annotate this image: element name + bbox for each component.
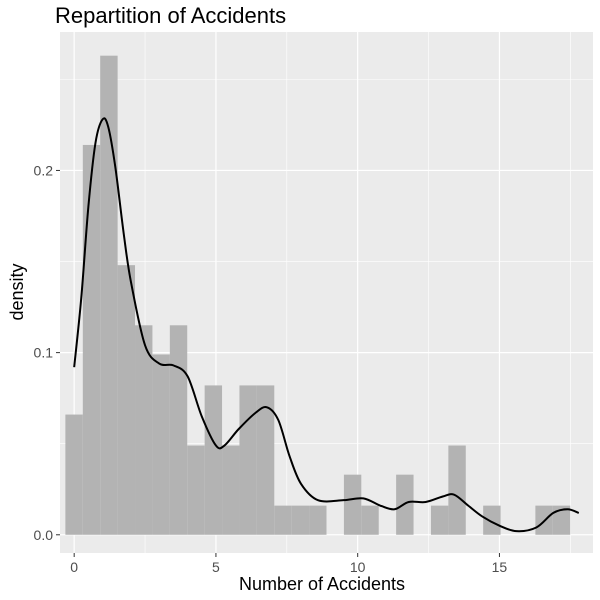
histogram-bar [448,445,466,535]
histogram-bar [152,354,170,535]
histogram-bar [187,445,205,535]
y-axis-title: density [7,263,27,320]
histogram-bars [65,55,571,535]
y-tick-label: 0.0 [34,527,54,543]
minor-gridlines [60,32,593,553]
y-axis-ticks: 0.0 0.1 0.2 [34,162,60,543]
histogram-bar [100,55,118,535]
y-tick-label: 0.1 [34,345,54,361]
histogram-bar [117,265,136,535]
x-tick-label: 5 [212,559,220,575]
histogram-bar [483,505,501,535]
density-curve [73,117,580,533]
histogram-bar [82,144,101,535]
histogram-bar [204,385,223,535]
histogram-bar [361,505,379,535]
histogram-bar [222,445,240,535]
histogram-bar [343,474,362,535]
y-tick-label: 0.2 [34,162,54,178]
histogram-bar [291,505,310,535]
histogram-bar [430,505,449,535]
x-axis-title: Number of Accidents [239,574,405,594]
chart-title: Repartition of Accidents [55,3,286,28]
histogram-bar [169,325,188,535]
x-tick-label: 15 [492,559,508,575]
histogram-bar [274,505,292,535]
x-axis-ticks: 0 5 10 15 [70,553,507,575]
x-tick-label: 0 [70,559,78,575]
histogram-bar [552,505,571,535]
histogram-bar [309,505,327,535]
x-tick-label: 10 [350,559,366,575]
histogram-bar [239,385,257,535]
histogram-bar [65,414,83,535]
major-gridlines [60,32,593,553]
histogram-bar [135,325,153,535]
histogram-bar [256,385,275,535]
